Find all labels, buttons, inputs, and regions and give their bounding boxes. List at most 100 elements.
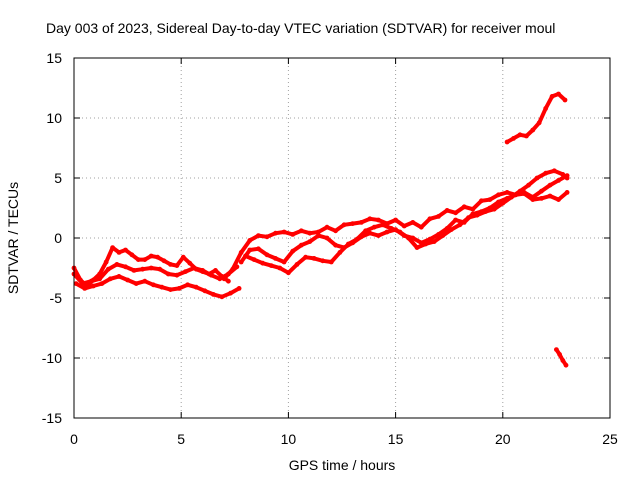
data-point	[557, 352, 562, 357]
data-point	[418, 224, 424, 230]
data-point	[534, 175, 540, 181]
data-point	[73, 281, 79, 286]
data-point	[114, 262, 120, 267]
data-point	[549, 94, 555, 99]
data-point	[453, 210, 458, 216]
data-point	[219, 294, 225, 300]
data-point	[97, 276, 103, 282]
data-point	[307, 239, 313, 245]
data-point	[453, 217, 458, 223]
data-point	[397, 229, 403, 235]
data-point	[217, 276, 223, 282]
data-point	[211, 292, 216, 297]
data-point	[431, 239, 437, 245]
data-point	[103, 259, 109, 265]
data-point	[547, 182, 553, 188]
series-line	[554, 347, 568, 368]
data-point	[213, 268, 218, 273]
x-tick-label: 15	[388, 431, 404, 447]
x-axis-label: GPS time / hours	[289, 457, 396, 473]
data-point	[556, 91, 561, 97]
data-point	[376, 217, 381, 223]
data-point	[564, 190, 570, 195]
data-point	[155, 254, 161, 260]
y-tick-label: -10	[42, 350, 62, 366]
y-tick-label: -5	[50, 290, 63, 306]
x-tick-label: 10	[281, 431, 297, 447]
data-point	[191, 265, 197, 271]
y-tick-label: -15	[42, 410, 62, 426]
data-point	[530, 127, 536, 133]
data-point	[530, 197, 536, 203]
data-point	[564, 175, 570, 181]
data-point	[483, 209, 488, 215]
data-point	[165, 271, 171, 277]
series-track-h	[554, 347, 569, 368]
data-point	[256, 246, 261, 252]
data-point	[457, 222, 463, 228]
data-point	[142, 257, 148, 262]
data-point	[436, 214, 441, 219]
data-point	[82, 286, 88, 291]
data-point	[183, 269, 188, 274]
data-point	[298, 242, 304, 248]
data-point	[474, 212, 480, 218]
data-point	[281, 229, 287, 235]
data-point	[423, 241, 428, 247]
data-point	[337, 250, 343, 255]
data-point	[140, 266, 146, 272]
data-point	[461, 204, 467, 210]
data-point	[367, 230, 373, 236]
data-point	[226, 278, 231, 284]
axis-ticks: 0 5 10 15 20 25 -15 -10 -5 0 5 10 15	[42, 50, 618, 447]
data-point	[88, 278, 94, 284]
data-point	[350, 221, 356, 227]
data-point	[384, 229, 390, 235]
x-tick-label: 25	[602, 431, 618, 447]
data-point	[221, 276, 227, 282]
data-point	[324, 224, 330, 230]
data-point	[328, 259, 334, 265]
data-point	[560, 172, 566, 177]
data-point	[125, 277, 130, 283]
data-point	[444, 208, 450, 213]
data-point	[543, 170, 549, 176]
data-point	[129, 252, 135, 258]
data-point	[116, 250, 122, 255]
data-point	[556, 178, 561, 183]
data-point	[157, 266, 163, 272]
series-line	[222, 173, 570, 281]
data-point	[90, 283, 96, 289]
data-point	[504, 139, 510, 145]
data-point	[427, 216, 433, 222]
data-point	[341, 222, 347, 228]
data-point	[256, 233, 261, 239]
data-point	[307, 230, 313, 236]
data-point	[268, 263, 274, 268]
y-axis-label: SDTVAR / TECUs	[5, 182, 21, 294]
data-point	[290, 248, 296, 254]
data-point	[247, 238, 253, 243]
data-point	[150, 282, 156, 288]
data-point	[228, 290, 233, 296]
data-point	[333, 228, 338, 234]
data-point	[367, 216, 373, 222]
data-point	[371, 224, 377, 230]
data-point	[238, 259, 244, 265]
data-point	[108, 276, 113, 282]
data-point	[410, 220, 416, 225]
data-point	[517, 132, 523, 138]
x-tick-label: 5	[177, 431, 185, 447]
data-point	[264, 234, 270, 240]
data-point	[521, 191, 527, 197]
data-point	[333, 242, 338, 248]
data-point	[406, 235, 411, 241]
data-point	[554, 347, 559, 352]
data-point	[230, 266, 236, 272]
y-tick-label: 15	[46, 50, 62, 66]
data-point	[208, 272, 214, 278]
data-point	[247, 247, 253, 253]
data-point	[123, 247, 128, 253]
chart-title: Day 003 of 2023, Sidereal Day-to-day VTE…	[46, 20, 555, 36]
